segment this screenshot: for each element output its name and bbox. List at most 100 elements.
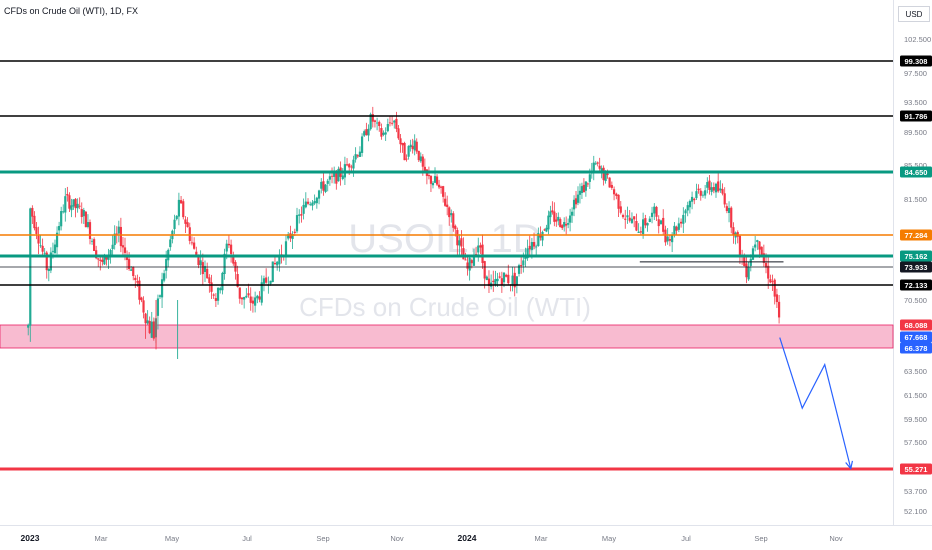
candle-body: [298, 214, 301, 216]
candle-body: [407, 146, 410, 157]
candle-body: [39, 245, 42, 247]
candle-body: [500, 278, 503, 285]
candle-body: [608, 177, 611, 188]
candle-body: [498, 276, 501, 278]
candle-body: [352, 159, 355, 169]
candle-body: [624, 218, 627, 220]
candle-body: [456, 230, 459, 246]
candle-body: [175, 215, 178, 220]
candle-body: [648, 218, 651, 222]
candle-body: [27, 324, 30, 328]
candle-body: [444, 198, 447, 206]
y-tick-label: 63.500: [904, 367, 927, 376]
candle-body: [574, 198, 578, 205]
x-tick-label: Mar: [535, 534, 548, 543]
candle-body: [606, 173, 609, 176]
candle-body: [140, 297, 143, 301]
candle-body: [551, 210, 554, 213]
candle-body: [659, 220, 663, 225]
candle-body: [559, 219, 562, 228]
candle-body: [721, 189, 724, 194]
candle-body: [725, 206, 728, 212]
candle-body: [386, 123, 389, 132]
price-tag-zone-bottom-bg: [900, 342, 932, 354]
candle-body: [144, 313, 147, 324]
candle-body: [673, 225, 676, 236]
candle-body: [41, 245, 44, 252]
candle-body: [49, 252, 52, 271]
price-tag-73.933: 73.933: [905, 263, 928, 272]
candle-body: [517, 265, 521, 274]
projection-path[interactable]: [779, 337, 852, 469]
candle-body: [203, 266, 207, 272]
candle-body: [621, 215, 625, 218]
candle-body: [644, 218, 647, 226]
candle-body: [545, 227, 548, 232]
candle-body: [74, 198, 77, 209]
candle-body: [271, 261, 274, 283]
candle-body: [479, 245, 482, 248]
candle-body: [628, 217, 631, 221]
candle-body: [295, 215, 299, 232]
price-tag-zone-top: 68.088: [905, 321, 928, 330]
candle-body: [419, 156, 422, 162]
candle-body: [423, 166, 426, 171]
price-tag-99.308: 99.308: [905, 57, 928, 66]
candle-body: [276, 261, 279, 266]
candle-body: [470, 260, 473, 264]
candle-body: [567, 223, 570, 225]
price-tag-84.650-bg: [900, 166, 932, 178]
candle-body: [150, 321, 153, 338]
candle-body: [487, 278, 491, 286]
candle-body: [273, 263, 277, 265]
candle-body: [300, 214, 303, 216]
candle-body: [356, 155, 359, 157]
candle-body: [592, 162, 595, 172]
candle-body: [758, 241, 761, 250]
candle-body: [58, 225, 61, 231]
candle-body: [714, 183, 718, 193]
candle-body: [232, 256, 235, 264]
candle-body: [345, 164, 349, 166]
candle-body: [657, 219, 660, 227]
candle-body: [182, 201, 185, 218]
candle-body: [66, 193, 69, 196]
candle-body: [695, 191, 698, 199]
candle-body: [754, 244, 757, 248]
price-tag-last-bg: [900, 331, 932, 343]
currency-button[interactable]: USD: [898, 6, 930, 22]
candle-body: [600, 168, 603, 172]
candle-body: [369, 114, 372, 130]
support-zone[interactable]: [0, 324, 894, 349]
candle-body: [236, 274, 239, 287]
candle-body: [258, 296, 261, 300]
candle-body: [598, 165, 601, 169]
candle-body: [254, 297, 257, 306]
candle-body: [448, 207, 451, 218]
y-tick-label: 61.500: [904, 391, 927, 400]
candle-body: [324, 184, 327, 192]
candle-body: [382, 132, 385, 135]
candle-body: [315, 197, 318, 204]
candle-body: [391, 122, 394, 124]
price-tag-last: 67.668: [905, 333, 928, 342]
candle-body: [317, 190, 321, 199]
candle-body: [732, 227, 735, 235]
candle-body: [388, 122, 392, 124]
candle-body: [635, 220, 638, 231]
candle-body: [677, 223, 680, 230]
candle-body: [35, 227, 38, 234]
candle-body: [578, 190, 582, 195]
candle-body: [80, 209, 83, 218]
candle-body: [99, 259, 102, 261]
candle-body: [730, 207, 733, 228]
candle-body: [109, 250, 112, 255]
candle-body: [82, 210, 85, 217]
candle-body: [197, 255, 200, 266]
candle-body: [655, 206, 658, 217]
candle-body: [450, 213, 453, 216]
candle-body: [496, 278, 499, 282]
candle-body: [693, 198, 696, 201]
candle-body: [193, 242, 196, 249]
